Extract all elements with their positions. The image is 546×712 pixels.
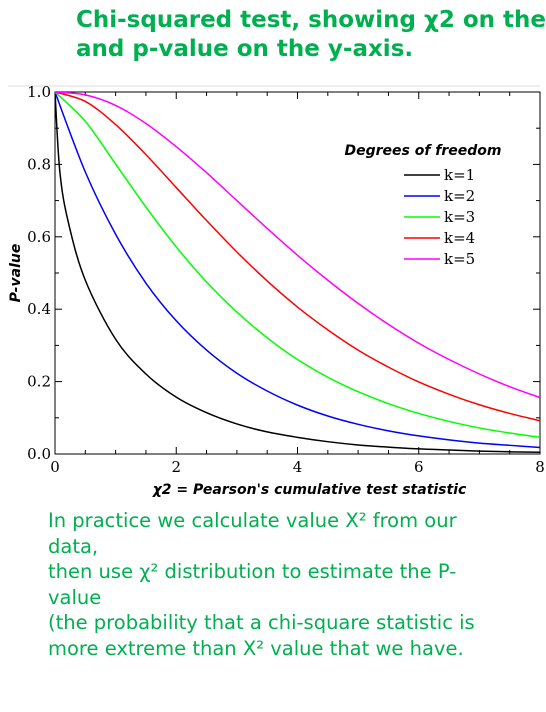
legend-label: k=2: [444, 187, 475, 205]
series-line-k4: [55, 92, 540, 422]
legend-label: k=5: [444, 250, 475, 268]
series-layer: [55, 92, 540, 453]
y-tick-label: 0.0: [27, 445, 51, 463]
slide-title-line-2: and p-value on the y-axis.: [76, 36, 414, 62]
caption: In practice we calculate value X² from o…: [48, 508, 488, 661]
slide-title-line-1: Chi-squared test, showing χ2 on the x-ax…: [76, 7, 546, 33]
x-tick-label: 2: [171, 458, 181, 476]
y-tick-label: 0.6: [27, 228, 51, 246]
y-tick-label: 0.8: [27, 155, 51, 173]
x-tick-label: 6: [414, 458, 424, 476]
caption-line-1: In practice we calculate value X² from o…: [48, 509, 457, 558]
legend-label: k=4: [444, 229, 475, 247]
slide-title: Chi-squared test, showing χ2 on the x-ax…: [76, 6, 546, 64]
legend-label: k=1: [444, 166, 475, 184]
series-line-k1: [55, 92, 540, 453]
y-tick-label: 0.4: [27, 300, 51, 318]
chi-squared-chart: 0 2 4 6 8 0.0 0.2 0.4 0.6 0.8 1.0 Degrees of freed…: [8, 84, 545, 498]
series-line-k2: [55, 92, 540, 449]
x-axis-label: χ2 = Pearson's cumulative test statistic: [152, 482, 467, 498]
x-tick-label: 0: [50, 458, 60, 476]
caption-line-4: more extreme than X² value that we have.: [48, 636, 464, 660]
legend: Degrees of freedom k=1 k=2 k=3 k=4 k=5: [344, 143, 501, 268]
series-line-k5: [55, 92, 540, 399]
tick-layer: 0 2 4 6 8 0.0 0.2 0.4 0.6 0.8 1.0: [27, 84, 545, 476]
series-line-k3: [55, 92, 540, 439]
x-tick-label: 4: [293, 458, 303, 476]
caption-line-2: then use χ² distribution to estimate the…: [48, 560, 457, 609]
x-tick-label: 8: [535, 458, 545, 476]
legend-title: Degrees of freedom: [344, 143, 501, 159]
caption-line-3: (the probability that a chi-square stati…: [48, 611, 475, 634]
y-axis-label: P-value: [8, 244, 24, 303]
legend-label: k=3: [444, 208, 475, 226]
y-tick-label: 1.0: [27, 84, 51, 101]
y-tick-label: 0.2: [27, 373, 51, 391]
